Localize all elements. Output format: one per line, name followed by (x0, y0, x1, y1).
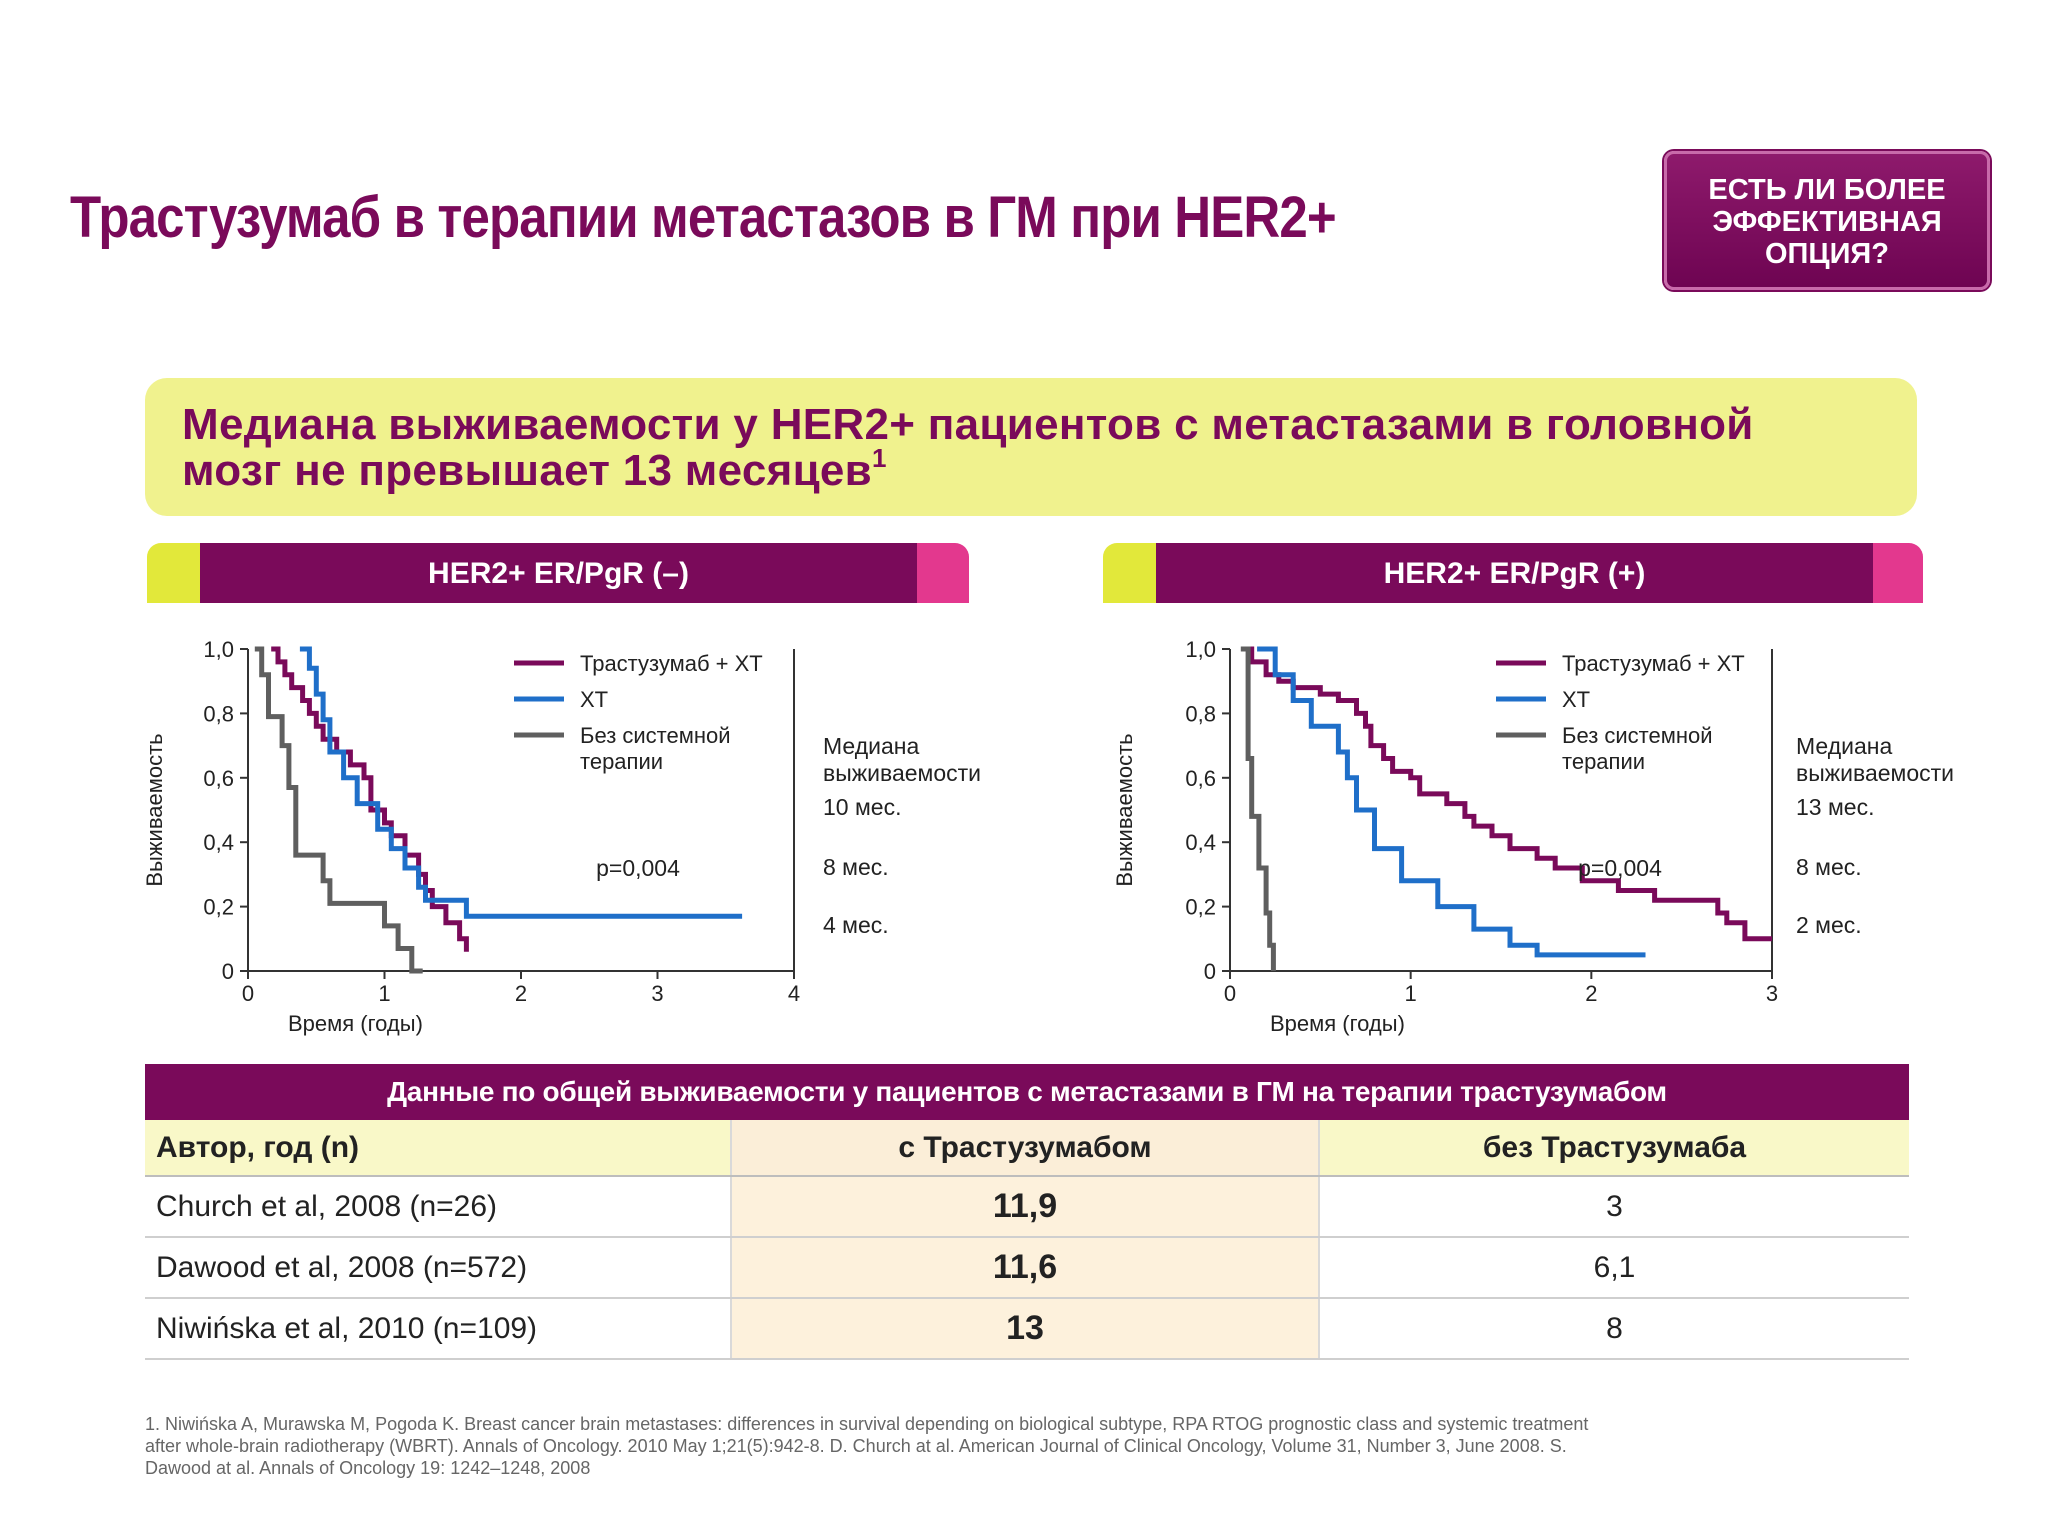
legend-label: ХТ (580, 687, 608, 712)
chart-tab-right: HER2+ ER/PgR (+) (1103, 543, 1923, 603)
survival-chart-er-negative: 0 0,2 0,4 0,6 0,8 1,0 0 1 2 3 4 Время (годы) Выживае… (142, 637, 800, 1036)
cell-without-trastuzumab: 3 (1319, 1176, 1909, 1238)
x-tick-label: 0 (1224, 981, 1236, 1006)
x-tick-label: 1 (1405, 981, 1417, 1006)
y-tick-label: 1,0 (1185, 637, 1216, 662)
header-without-trastuzumab: без Трастузумаба (1319, 1120, 1909, 1177)
table-caption: Данные по общей выживаемости у пациентов… (145, 1064, 1909, 1120)
cell-author: Church et al, 2008 (n=26) (145, 1176, 731, 1238)
y-tick-label: 1,0 (203, 637, 234, 662)
tab-accent-pink (917, 543, 969, 603)
tab-title: HER2+ ER/PgR (–) (200, 543, 917, 603)
banner-line-1: Медиана выживаемости у HER2+ пациентов с… (182, 400, 1754, 449)
banner-line-2: мозг не превышает 13 месяцев (182, 446, 873, 495)
cell-author: Dawood et al, 2008 (n=572) (145, 1237, 731, 1299)
table-row: Church et al, 2008 (n=26) 11,9 3 (145, 1176, 1909, 1238)
median-title-line-1: Медиана (823, 733, 920, 759)
badge-line-2: ЭФФЕКТИВНАЯ (1712, 206, 1942, 238)
y-axis-label: Выживаемость (1112, 733, 1137, 886)
y-tick-label: 0,6 (203, 766, 234, 791)
header-author: Автор, год (n) (145, 1120, 731, 1177)
median-none-left: 4 мес. (823, 912, 889, 938)
median-title-left: Медиана выживаемости (823, 733, 981, 787)
tab-accent-pink (1873, 543, 1923, 603)
badge-line-1: ЕСТЬ ЛИ БОЛЕЕ (1708, 174, 1946, 206)
y-tick-label: 0,4 (203, 830, 234, 855)
banner-footnote-mark: 1 (872, 443, 887, 473)
legend-label: терапии (1562, 749, 1645, 774)
page-title: Трастузумаб в терапии метастазов в ГМ пр… (70, 185, 1337, 250)
median-xt-left: 8 мес. (823, 854, 889, 880)
question-badge[interactable]: ЕСТЬ ЛИ БОЛЕЕ ЭФФЕКТИВНАЯ ОПЦИЯ? (1664, 151, 1990, 290)
cell-author: Niwińska et al, 2010 (n=109) (145, 1298, 731, 1360)
x-tick-label: 2 (1585, 981, 1597, 1006)
tab-title: HER2+ ER/PgR (+) (1156, 543, 1873, 603)
header-with-trastuzumab: с Трастузумабом (730, 1120, 1320, 1177)
table-header-row: Автор, год (n) с Трастузумабом без Траст… (145, 1120, 1909, 1177)
legend-label: терапии (580, 749, 663, 774)
survival-chart-er-positive: 0 0,2 0,4 0,6 0,8 1,0 0 1 2 3 Время (годы) Выживаем… (1112, 637, 1778, 1036)
legend-label: Без системной (580, 723, 731, 748)
x-tick-label: 1 (378, 981, 390, 1006)
series-line-xt (299, 646, 743, 919)
series-line-trastuzumab (271, 646, 469, 952)
y-tick-label: 0 (1204, 959, 1216, 984)
y-tick-label: 0,4 (1185, 830, 1216, 855)
legend-label: Трастузумаб + ХТ (1562, 651, 1745, 676)
cell-without-trastuzumab: 8 (1319, 1298, 1909, 1360)
median-trastuzumab-left: 10 мес. (823, 794, 902, 820)
x-tick-label: 2 (515, 981, 527, 1006)
table-row: Niwińska et al, 2010 (n=109) 13 8 (145, 1298, 1909, 1360)
overall-survival-table: Данные по общей выживаемости у пациентов… (145, 1064, 1909, 1360)
x-tick-label: 3 (651, 981, 663, 1006)
tab-accent-yellow (147, 543, 200, 603)
cell-with-trastuzumab: 11,9 (730, 1176, 1320, 1238)
chart-tab-left: HER2+ ER/PgR (–) (147, 543, 969, 603)
y-tick-label: 0,2 (203, 895, 234, 920)
legend-label: ХТ (1562, 687, 1590, 712)
legend-label: Без системной (1562, 723, 1713, 748)
p-value-annotation: p=0,004 (1578, 855, 1662, 881)
cell-without-trastuzumab: 6,1 (1319, 1237, 1909, 1299)
series-line-no-therapy (1240, 646, 1276, 971)
x-axis-label: Время (годы) (1270, 1011, 1405, 1036)
median-title-line-2: выживаемости (1796, 760, 1955, 786)
x-axis-label: Время (годы) (288, 1011, 423, 1036)
median-title-line-2: выживаемости (823, 760, 982, 786)
banner-text: Медиана выживаемости у HER2+ пациентов с… (182, 402, 1754, 494)
median-xt-right: 8 мес. (1796, 854, 1862, 880)
y-tick-label: 0,8 (203, 701, 234, 726)
cell-with-trastuzumab: 13 (730, 1298, 1320, 1360)
x-tick-label: 4 (788, 981, 800, 1006)
series-line-no-therapy (254, 646, 423, 974)
key-message-banner: Медиана выживаемости у HER2+ пациентов с… (145, 378, 1917, 516)
y-tick-label: 0,8 (1185, 701, 1216, 726)
median-title-right: Медиана выживаемости (1796, 733, 1954, 787)
badge-line-3: ОПЦИЯ? (1765, 238, 1889, 270)
y-tick-label: 0,2 (1185, 895, 1216, 920)
cell-with-trastuzumab: 11,6 (730, 1237, 1320, 1299)
references-footnote: 1. Niwińska A, Murawska M, Pogoda K. Bre… (145, 1414, 1589, 1478)
p-value-annotation: p=0,004 (596, 855, 680, 881)
median-none-right: 2 мес. (1796, 912, 1862, 938)
y-axis-label: Выживаемость (142, 733, 167, 886)
median-trastuzumab-right: 13 мес. (1796, 794, 1875, 820)
x-tick-label: 0 (242, 981, 254, 1006)
tab-accent-yellow (1103, 543, 1156, 603)
series-line-trastuzumab (1242, 646, 1772, 942)
median-title-line-1: Медиана (1796, 733, 1893, 759)
y-tick-label: 0,6 (1185, 766, 1216, 791)
y-tick-label: 0 (222, 959, 234, 984)
legend-label: Трастузумаб + ХТ (580, 651, 763, 676)
x-tick-label: 3 (1766, 981, 1778, 1006)
table-row: Dawood et al, 2008 (n=572) 11,6 6,1 (145, 1237, 1909, 1299)
series-line-xt (1257, 646, 1646, 958)
